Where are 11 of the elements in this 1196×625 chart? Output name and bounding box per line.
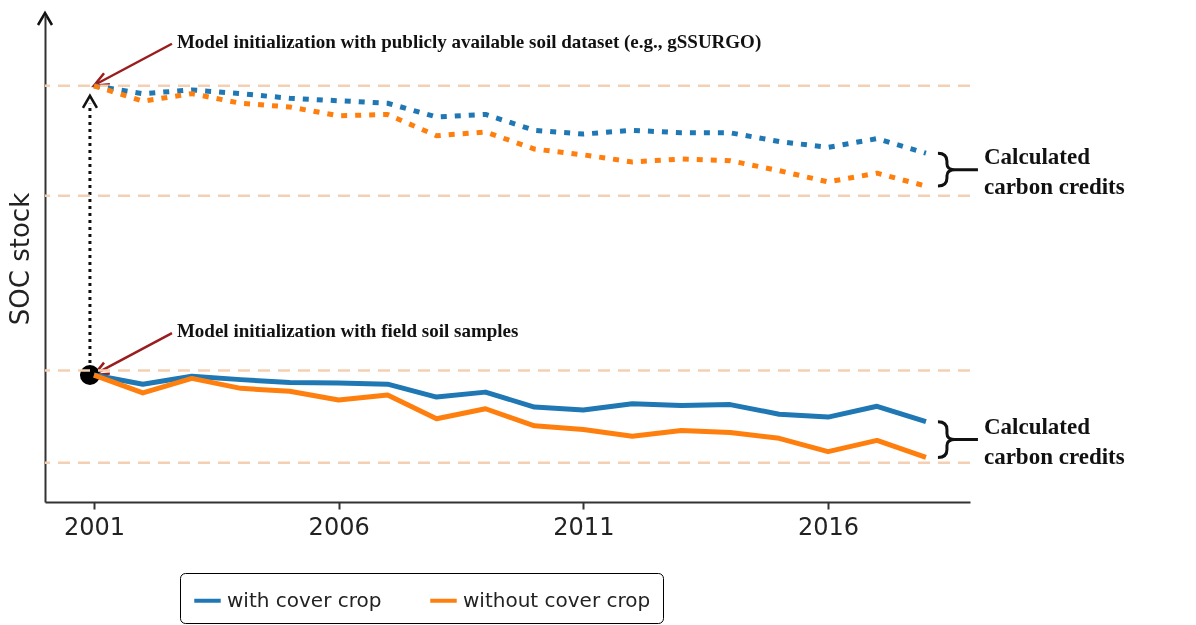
legend-label: without cover crop [463,587,651,612]
x-tick-label: 2016 [798,512,860,541]
text: Calculated carbon credits [983,413,1125,469]
x-tick-label: 2001 [63,512,125,541]
legend-label: with cover crop [227,587,382,612]
annotation: Model initialization with field soil samples [176,320,519,342]
x-tick-label: 2006 [308,512,370,541]
x-tick-label: 2011 [553,512,615,541]
text: Calculated carbon credits [983,143,1125,199]
annotation: Model initialization with publicly available soil dataset (e.g., gSSURGO) [176,30,762,53]
y-axis-title: SOC stock [4,192,35,326]
